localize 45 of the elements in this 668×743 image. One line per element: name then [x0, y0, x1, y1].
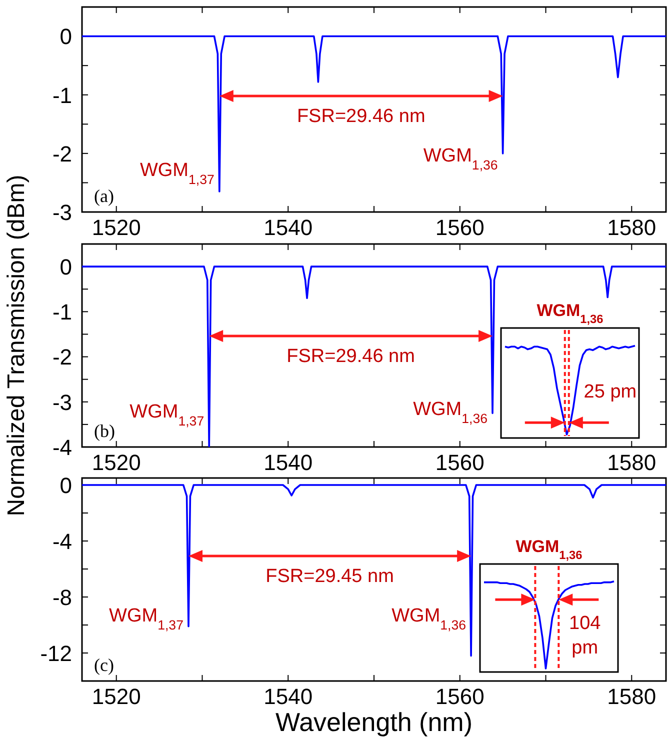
line-series [82, 266, 666, 447]
y-tick-label: -8 [52, 584, 72, 610]
y-tick-label: -1 [52, 300, 72, 325]
y-tick-label: -4 [52, 434, 72, 460]
x-tick-label: 1520 [92, 684, 141, 709]
x-tick-label: 1580 [607, 450, 656, 475]
annotation: FSR=29.46 nm [296, 106, 426, 127]
annotation: WGM$_{1,36}$ [423, 145, 498, 172]
y-tick-label: -2 [52, 141, 72, 166]
x-axis-title: Wavelength (nm) [276, 707, 472, 737]
y-tick-label: -1 [52, 82, 72, 108]
x-tick-label: 1560 [435, 450, 484, 475]
x-tick-label: 1580 [607, 215, 656, 240]
y-tick-label: -3 [52, 390, 72, 415]
y-tick-label: -4 [52, 528, 72, 554]
y-tick-label: -2 [52, 344, 72, 370]
x-tick-label: 1520 [92, 215, 141, 240]
annotation: WGM$_{1,36}$ [413, 399, 488, 426]
chart-title: WGM$_{1,36}$ [516, 537, 583, 562]
x-tick-label: 1560 [435, 684, 484, 709]
chart-title: WGM$_{1,36}$ [536, 301, 604, 326]
y-tick-label: 0 [60, 24, 72, 50]
annotation: WGM$_{1,37}$ [140, 160, 214, 187]
annotation: 25 pm [584, 381, 637, 402]
annotation: WGM$_{1,37}$ [130, 401, 204, 428]
line-series [82, 484, 666, 657]
annotation: FSR=29.46 nm [286, 346, 415, 367]
x-tick-label: 1560 [435, 215, 484, 240]
annotation: (b) [94, 421, 115, 441]
annotation: WGM$_{1,36}$ [392, 605, 466, 632]
annotation: FSR=29.45 nm [266, 566, 394, 587]
x-tick-label: 1540 [264, 450, 313, 475]
y-tick-label: 0 [60, 254, 72, 280]
annotation: (c) [94, 655, 114, 675]
y-axis-title: Normalized Transmission (dBm) [3, 174, 30, 516]
x-tick-label: 1540 [264, 684, 313, 709]
y-tick-label: 0 [60, 472, 72, 498]
annotation: (a) [94, 186, 114, 206]
x-tick-label: 1580 [607, 684, 656, 709]
y-tick-label: -12 [40, 640, 72, 666]
x-tick-label: 1520 [92, 450, 141, 475]
annotation: 104 pm [569, 612, 602, 658]
y-tick-label: -3 [52, 200, 72, 225]
annotation: WGM$_{1,37}$ [109, 605, 184, 632]
x-tick-label: 1540 [264, 215, 313, 240]
